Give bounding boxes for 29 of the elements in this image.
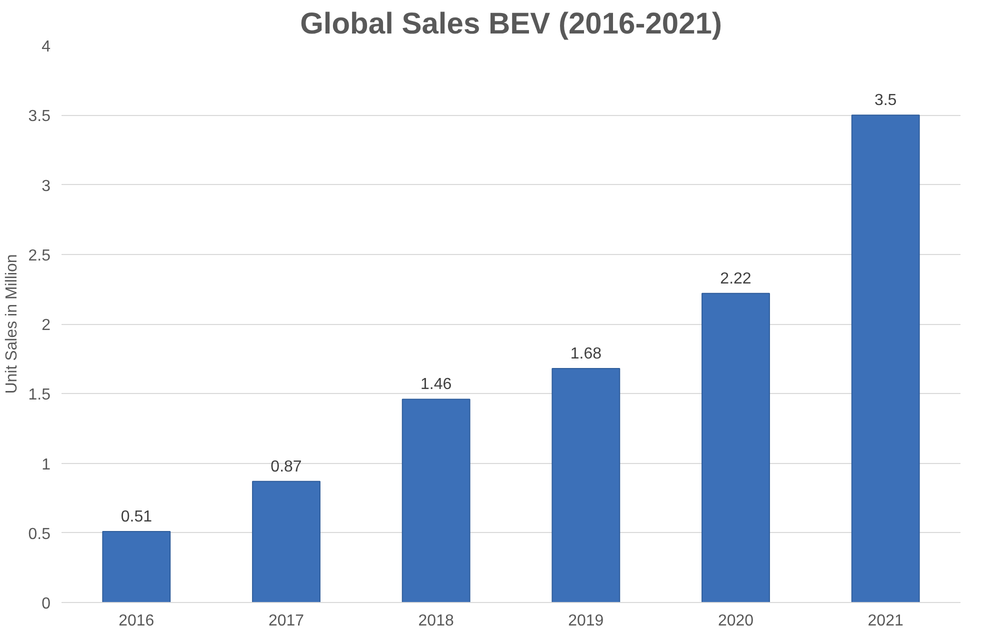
data-label: 3.5 bbox=[874, 92, 897, 110]
y-tick-label: 0 bbox=[42, 596, 51, 612]
data-label: 2.22 bbox=[720, 270, 752, 288]
y-tick-label: 2 bbox=[42, 317, 51, 334]
bar bbox=[552, 368, 620, 602]
chart-title: Global Sales BEV (2016-2021) bbox=[300, 8, 722, 40]
x-tick-label: 2018 bbox=[418, 612, 454, 630]
data-label: 0.87 bbox=[270, 458, 302, 476]
y-tick-label: 2.5 bbox=[28, 247, 51, 264]
y-tick-label: 0.5 bbox=[28, 526, 51, 543]
y-tick-label: 1.5 bbox=[28, 386, 51, 404]
data-label: 1.68 bbox=[570, 346, 602, 363]
x-tick-label: 2017 bbox=[268, 612, 304, 630]
y-tick-label: 1 bbox=[42, 456, 51, 474]
bar bbox=[102, 530, 171, 602]
bar bbox=[402, 398, 470, 602]
bar bbox=[702, 292, 770, 602]
y-tick-label: 3 bbox=[42, 178, 51, 195]
x-tick-label: 2021 bbox=[868, 612, 904, 630]
x-tick-label: 2016 bbox=[118, 612, 154, 630]
x-tick-label: 2020 bbox=[718, 612, 754, 630]
y-tick-label: 3.5 bbox=[28, 108, 51, 126]
data-label: 0.51 bbox=[120, 508, 152, 526]
y-axis-title: Unit Sales in Million bbox=[3, 254, 20, 394]
bar bbox=[851, 114, 920, 602]
x-tick-label: 2019 bbox=[568, 612, 604, 630]
y-tick-label: 4 bbox=[42, 38, 51, 56]
bar bbox=[252, 480, 320, 602]
data-label: 1.46 bbox=[420, 376, 452, 394]
